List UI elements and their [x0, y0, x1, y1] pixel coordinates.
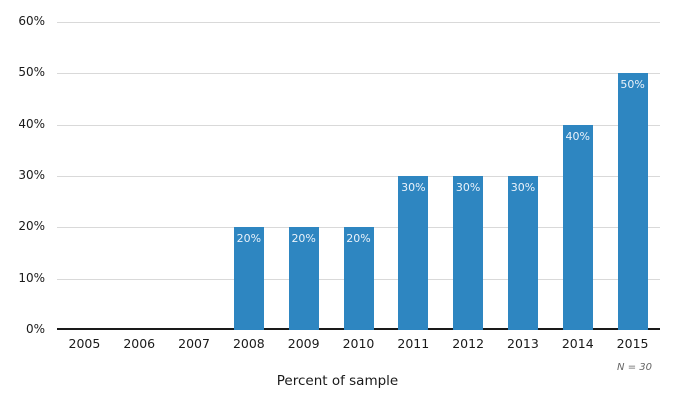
bar-2012: 30%	[453, 176, 484, 330]
gridline-50	[57, 73, 660, 75]
x-tick-label-2007: 2007	[178, 336, 210, 351]
x-tick-label-2013: 2013	[507, 336, 539, 351]
bar-value-label: 30%	[455, 181, 481, 194]
x-tick-label-2008: 2008	[232, 336, 265, 351]
bar-2010: 20%	[343, 227, 374, 330]
y-tick-label: 0%	[25, 322, 45, 336]
y-tick-label: 10%	[18, 270, 45, 285]
x-axis-title: Percent of sample	[276, 373, 399, 389]
bar-2008: 20%	[233, 227, 264, 330]
x-tick-label-2009: 2009	[287, 336, 320, 351]
gridline-60	[57, 22, 660, 23]
bar-2009: 20%	[288, 227, 319, 330]
x-tick-label-2006: 2006	[123, 336, 156, 351]
x-tick-label-2012: 2012	[452, 336, 485, 351]
y-tick-label: 20%	[18, 219, 45, 234]
gridline-30	[57, 176, 660, 177]
bar-value-label: 20%	[236, 232, 262, 246]
plot-area: 20% 20% 20% 30% 30% 30% 40% 50%	[57, 22, 660, 330]
x-tick-label-2010: 2010	[342, 336, 375, 351]
bar-2011: 30%	[398, 176, 429, 330]
sample-size-note: N = 30	[617, 362, 652, 373]
y-tick-label: 50%	[18, 65, 45, 80]
bar-value-label: 30%	[510, 181, 536, 194]
x-tick-label-2014: 2014	[561, 336, 594, 351]
x-tick-label-2015: 2015	[616, 336, 649, 351]
bar-value-label: 40%	[565, 129, 590, 143]
y-tick-label: 40%	[18, 116, 45, 131]
bar-2014: 40%	[562, 124, 593, 330]
x-tick-label-2011: 2011	[397, 336, 430, 351]
y-tick-label: 60%	[18, 14, 45, 28]
x-tick-label-2005: 2005	[68, 336, 101, 351]
bar-value-label: 30%	[401, 181, 426, 194]
bar-2015: 50%	[617, 73, 648, 330]
y-tick-label: 30%	[18, 168, 45, 182]
bar-value-label: 20%	[346, 232, 371, 246]
gridline-40	[57, 124, 660, 126]
bar-2013: 30%	[507, 176, 538, 330]
bar-value-label: 50%	[620, 78, 645, 92]
bar-value-label: 20%	[291, 232, 316, 246]
